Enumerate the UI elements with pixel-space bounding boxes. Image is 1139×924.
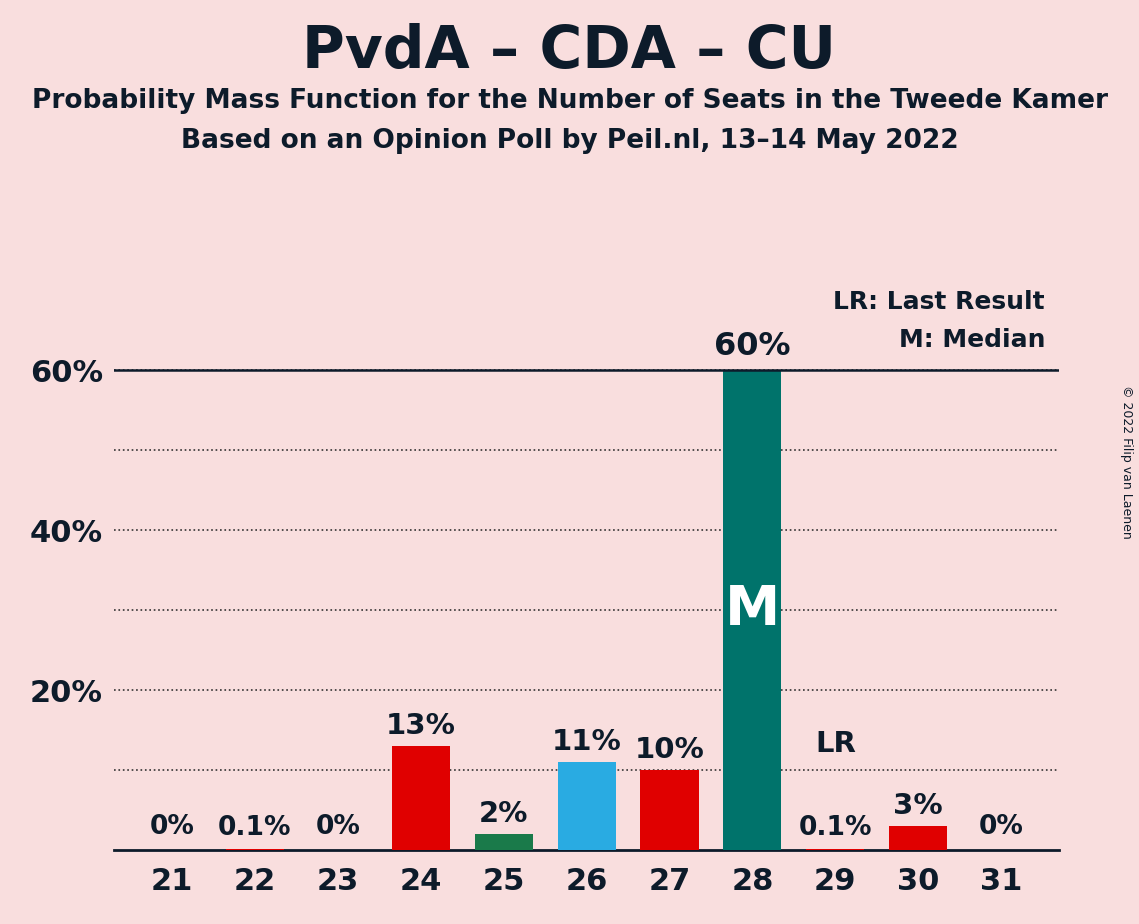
Bar: [558, 762, 615, 850]
Text: 2%: 2%: [480, 799, 528, 828]
Text: 0.1%: 0.1%: [219, 815, 292, 841]
Bar: [640, 770, 698, 850]
Text: PvdA – CDA – CU: PvdA – CDA – CU: [303, 23, 836, 80]
Bar: [475, 834, 533, 850]
Bar: [392, 746, 450, 850]
Text: 11%: 11%: [551, 728, 622, 756]
Text: 60%: 60%: [714, 331, 790, 362]
Text: 0%: 0%: [316, 814, 360, 841]
Text: LR: Last Result: LR: Last Result: [834, 290, 1046, 314]
Text: 13%: 13%: [386, 711, 456, 740]
Text: M: Median: M: Median: [899, 328, 1046, 351]
Text: M: M: [724, 583, 780, 638]
Text: 10%: 10%: [634, 736, 704, 764]
Text: 0%: 0%: [978, 814, 1024, 841]
Bar: [890, 826, 948, 850]
Text: Probability Mass Function for the Number of Seats in the Tweede Kamer: Probability Mass Function for the Number…: [32, 88, 1107, 114]
Text: 3%: 3%: [893, 792, 943, 820]
Text: 0.1%: 0.1%: [798, 815, 872, 841]
Text: © 2022 Filip van Laenen: © 2022 Filip van Laenen: [1121, 385, 1133, 539]
Text: 0%: 0%: [149, 814, 195, 841]
Text: Based on an Opinion Poll by Peil.nl, 13–14 May 2022: Based on an Opinion Poll by Peil.nl, 13–…: [181, 128, 958, 153]
Bar: [723, 371, 781, 850]
Text: LR: LR: [814, 730, 855, 758]
